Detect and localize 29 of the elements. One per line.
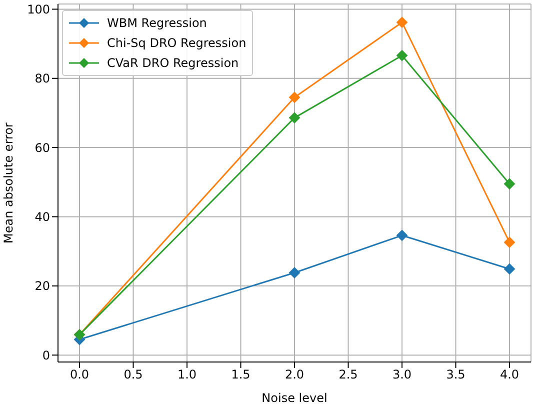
y-tick-label: 40 — [34, 210, 50, 224]
point — [289, 112, 300, 124]
point — [396, 230, 408, 241]
x-tick-label: 4.0 — [500, 368, 520, 382]
x-tick-label: 3.5 — [446, 368, 466, 382]
legend-label: CVaR DRO Regression — [107, 55, 239, 72]
x-tick-label: 1.0 — [177, 368, 197, 382]
x-axis-title: Noise level — [262, 391, 328, 405]
point — [396, 16, 408, 28]
point — [289, 267, 300, 278]
point — [396, 50, 408, 62]
x-tick-label: 1.5 — [231, 368, 250, 382]
point — [504, 178, 515, 190]
point — [504, 236, 515, 248]
legend-label: Chi-Sq DRO Regression — [107, 35, 246, 52]
y-tick-label: 0 — [42, 348, 50, 362]
y-tick-label: 60 — [34, 140, 50, 155]
x-tick-label: 3.0 — [392, 368, 412, 382]
x-tick-label: 0.0 — [70, 368, 90, 382]
legend-label: WBM Regression — [107, 15, 207, 32]
y-axis-title: Mean absolute error — [1, 122, 16, 244]
point — [504, 263, 515, 274]
y-tick-label: 100 — [27, 2, 50, 16]
y-tick-label: 20 — [34, 279, 50, 294]
point — [289, 92, 300, 103]
y-tick-label: 80 — [34, 72, 50, 86]
x-tick-label: 2.0 — [284, 368, 304, 382]
x-tick-label: 2.5 — [338, 368, 358, 382]
x-tick-label: 0.5 — [124, 368, 143, 382]
